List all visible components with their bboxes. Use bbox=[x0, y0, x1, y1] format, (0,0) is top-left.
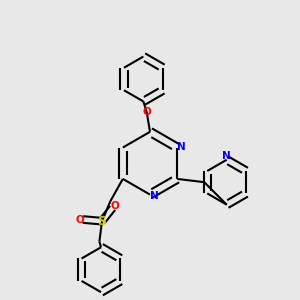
Text: O: O bbox=[142, 107, 151, 117]
Text: O: O bbox=[76, 214, 85, 224]
Text: S: S bbox=[98, 215, 106, 228]
Text: N: N bbox=[222, 151, 231, 161]
Text: O: O bbox=[111, 201, 120, 211]
Text: N: N bbox=[150, 190, 159, 201]
Text: N: N bbox=[177, 142, 186, 152]
